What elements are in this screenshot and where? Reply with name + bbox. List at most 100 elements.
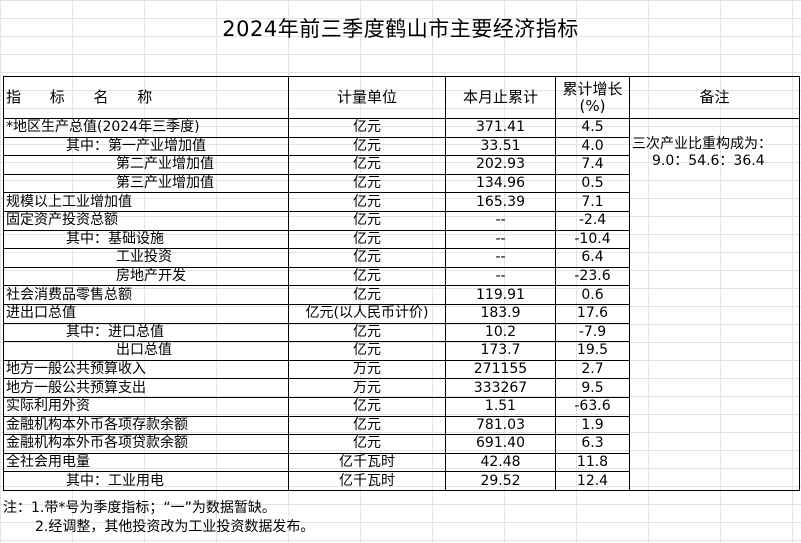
- indicator-name: 规模以上工业增加值: [3, 192, 289, 212]
- footnote-line2: 2.经调整，其他投资改为工业投资数据发布。: [35, 519, 315, 535]
- indicator-value: 42.48: [445, 452, 556, 473]
- indicator-growth: 4.5: [555, 118, 630, 138]
- indicator-name: 出口总值: [3, 341, 289, 361]
- header-growth: 累计增长 (%): [555, 76, 630, 119]
- indicator-value: 333267: [445, 378, 556, 398]
- indicator-name: 其中：进口总值: [3, 322, 289, 343]
- table-row: *地区生产总值(2024年三季度) 亿元 371.41 4.5 三次产业比重构成为： 9.…: [3, 118, 800, 491]
- indicator-value: 29.52: [445, 471, 556, 491]
- indicator-growth: 11.8: [555, 452, 630, 473]
- indicator-growth: 17.6: [555, 303, 630, 324]
- indicator-name: 金融机构本外币各项存款余额: [3, 415, 289, 436]
- table-row: 金融机构本外币各项存款余额 亿元 781.03 1.9: [3, 415, 800, 436]
- indicator-unit: 亿元: [288, 434, 446, 454]
- indicator-unit: 万元: [288, 378, 446, 398]
- indicator-unit: 亿元: [288, 396, 446, 417]
- header-value: 本月止累计: [445, 76, 556, 119]
- indicator-unit: 亿元: [288, 192, 446, 212]
- indicator-name: *地区生产总值(2024年三季度): [3, 118, 289, 138]
- indicator-name: 房地产开发: [3, 266, 289, 287]
- table-row: 其中：进口总值 亿元 10.2 -7.9: [3, 322, 800, 343]
- indicator-value: --: [445, 229, 556, 250]
- indicator-unit: 亿元: [288, 136, 446, 157]
- table-row: 地方一般公共预算支出 万元 333267 9.5: [3, 378, 800, 398]
- indicator-name: 进出口总值: [3, 303, 289, 324]
- indicator-growth: -10.4: [555, 229, 630, 250]
- indicator-growth: 4.0: [555, 136, 630, 157]
- page-title: 2024年前三季度鹤山市主要经济指标: [222, 17, 579, 41]
- indicator-value: 271155: [445, 359, 556, 380]
- indicator-unit: 亿元: [288, 415, 446, 436]
- indicator-unit: 亿元: [288, 118, 446, 138]
- indicator-name: 全社会用电量: [3, 452, 289, 473]
- indicator-growth: -63.6: [555, 396, 630, 417]
- table-row: 进出口总值 亿元(以人民币计价) 183.9 17.6: [3, 303, 800, 324]
- table-header-row: 指 标 名 称 计量单位 本月止累计 累计增长 (%) 备注: [3, 76, 800, 119]
- indicator-value: --: [445, 248, 556, 268]
- indicator-growth: 0.5: [555, 173, 630, 194]
- indicator-unit: 万元: [288, 359, 446, 380]
- indicator-unit: 亿元: [288, 266, 446, 287]
- indicator-name: 地方一般公共预算收入: [3, 359, 289, 380]
- table-row: 出口总值 亿元 173.7 19.5: [3, 341, 800, 361]
- table-row: 社会消费品零售总额 亿元 119.91 0.6: [3, 285, 800, 305]
- indicator-growth: 6.4: [555, 248, 630, 268]
- indicator-value: 10.2: [445, 322, 556, 343]
- indicator-unit: 亿元: [288, 285, 446, 305]
- header-note: 备注: [629, 76, 800, 119]
- indicator-growth: 7.4: [555, 155, 630, 175]
- table-row: 工业投资 亿元 -- 6.4: [3, 248, 800, 268]
- table-row: 其中：工业用电 亿千瓦时 29.52 12.4: [3, 471, 800, 491]
- indicator-name: 工业投资: [3, 248, 289, 268]
- indicator-name: 实际利用外资: [3, 396, 289, 417]
- table-row: 房地产开发 亿元 -- -23.6: [3, 266, 800, 287]
- indicator-growth: -7.9: [555, 322, 630, 343]
- indicator-name: 地方一般公共预算支出: [3, 378, 289, 398]
- table-row: 固定资产投资总额 亿元 -- -2.4: [3, 210, 800, 231]
- indicator-unit: 亿元: [288, 173, 446, 194]
- indicator-growth: 0.6: [555, 285, 630, 305]
- indicator-value: 119.91: [445, 285, 556, 305]
- indicator-unit: 亿元: [288, 229, 446, 250]
- indicator-table: 指 标 名 称 计量单位 本月止累计 累计增长 (%) 备注 *地区生产总值(2…: [3, 76, 800, 491]
- header-name: 指 标 名 称: [3, 76, 289, 119]
- footnote-line1: 注：1.带*号为季度指标；“一”为数据暂缺。: [3, 500, 276, 516]
- indicator-unit: 亿元: [288, 322, 446, 343]
- indicator-name: 第三产业增加值: [3, 173, 289, 194]
- indicator-value: 691.40: [445, 434, 556, 454]
- table-row: 第二产业增加值 亿元 202.93 7.4: [3, 155, 800, 175]
- indicator-value: 134.96: [445, 173, 556, 194]
- indicator-value: 33.51: [445, 136, 556, 157]
- header-growth-line1: 累计增长: [562, 79, 623, 98]
- indicator-growth: 7.1: [555, 192, 630, 212]
- indicator-growth: -23.6: [555, 266, 630, 287]
- table-row: 其中：基础设施 亿元 -- -10.4: [3, 229, 800, 250]
- indicator-unit: 亿元: [288, 248, 446, 268]
- indicator-value: 173.7: [445, 341, 556, 361]
- indicator-unit: 亿千瓦时: [288, 452, 446, 473]
- indicator-name: 第二产业增加值: [3, 155, 289, 175]
- indicator-unit: 亿元: [288, 210, 446, 231]
- table-row: 全社会用电量 亿千瓦时 42.48 11.8: [3, 452, 800, 473]
- indicator-growth: 2.7: [555, 359, 630, 380]
- indicator-name: 其中：第一产业增加值: [3, 136, 289, 157]
- indicator-growth: 1.9: [555, 415, 630, 436]
- indicator-growth: 9.5: [555, 378, 630, 398]
- indicator-value: 1.51: [445, 396, 556, 417]
- indicator-name: 其中：工业用电: [3, 471, 289, 491]
- table-row: 实际利用外资 亿元 1.51 -63.6: [3, 396, 800, 417]
- indicator-value: 371.41: [445, 118, 556, 138]
- indicator-growth: 6.3: [555, 434, 630, 454]
- indicator-name: 金融机构本外币各项贷款余额: [3, 434, 289, 454]
- remark-line2: 9.0：54.6：36.4: [652, 153, 765, 169]
- indicator-growth: 12.4: [555, 471, 630, 491]
- indicator-name: 社会消费品零售总额: [3, 285, 289, 305]
- remark-line1: 三次产业比重构成为：: [632, 136, 772, 152]
- indicator-value: --: [445, 266, 556, 287]
- table-row: 其中：第一产业增加值 亿元 33.51 4.0: [3, 136, 800, 157]
- remark-cell: 三次产业比重构成为： 9.0：54.6：36.4: [629, 118, 800, 491]
- indicator-value: 202.93: [445, 155, 556, 175]
- header-unit: 计量单位: [288, 76, 446, 119]
- indicator-value: --: [445, 210, 556, 231]
- indicator-unit: 亿千瓦时: [288, 471, 446, 491]
